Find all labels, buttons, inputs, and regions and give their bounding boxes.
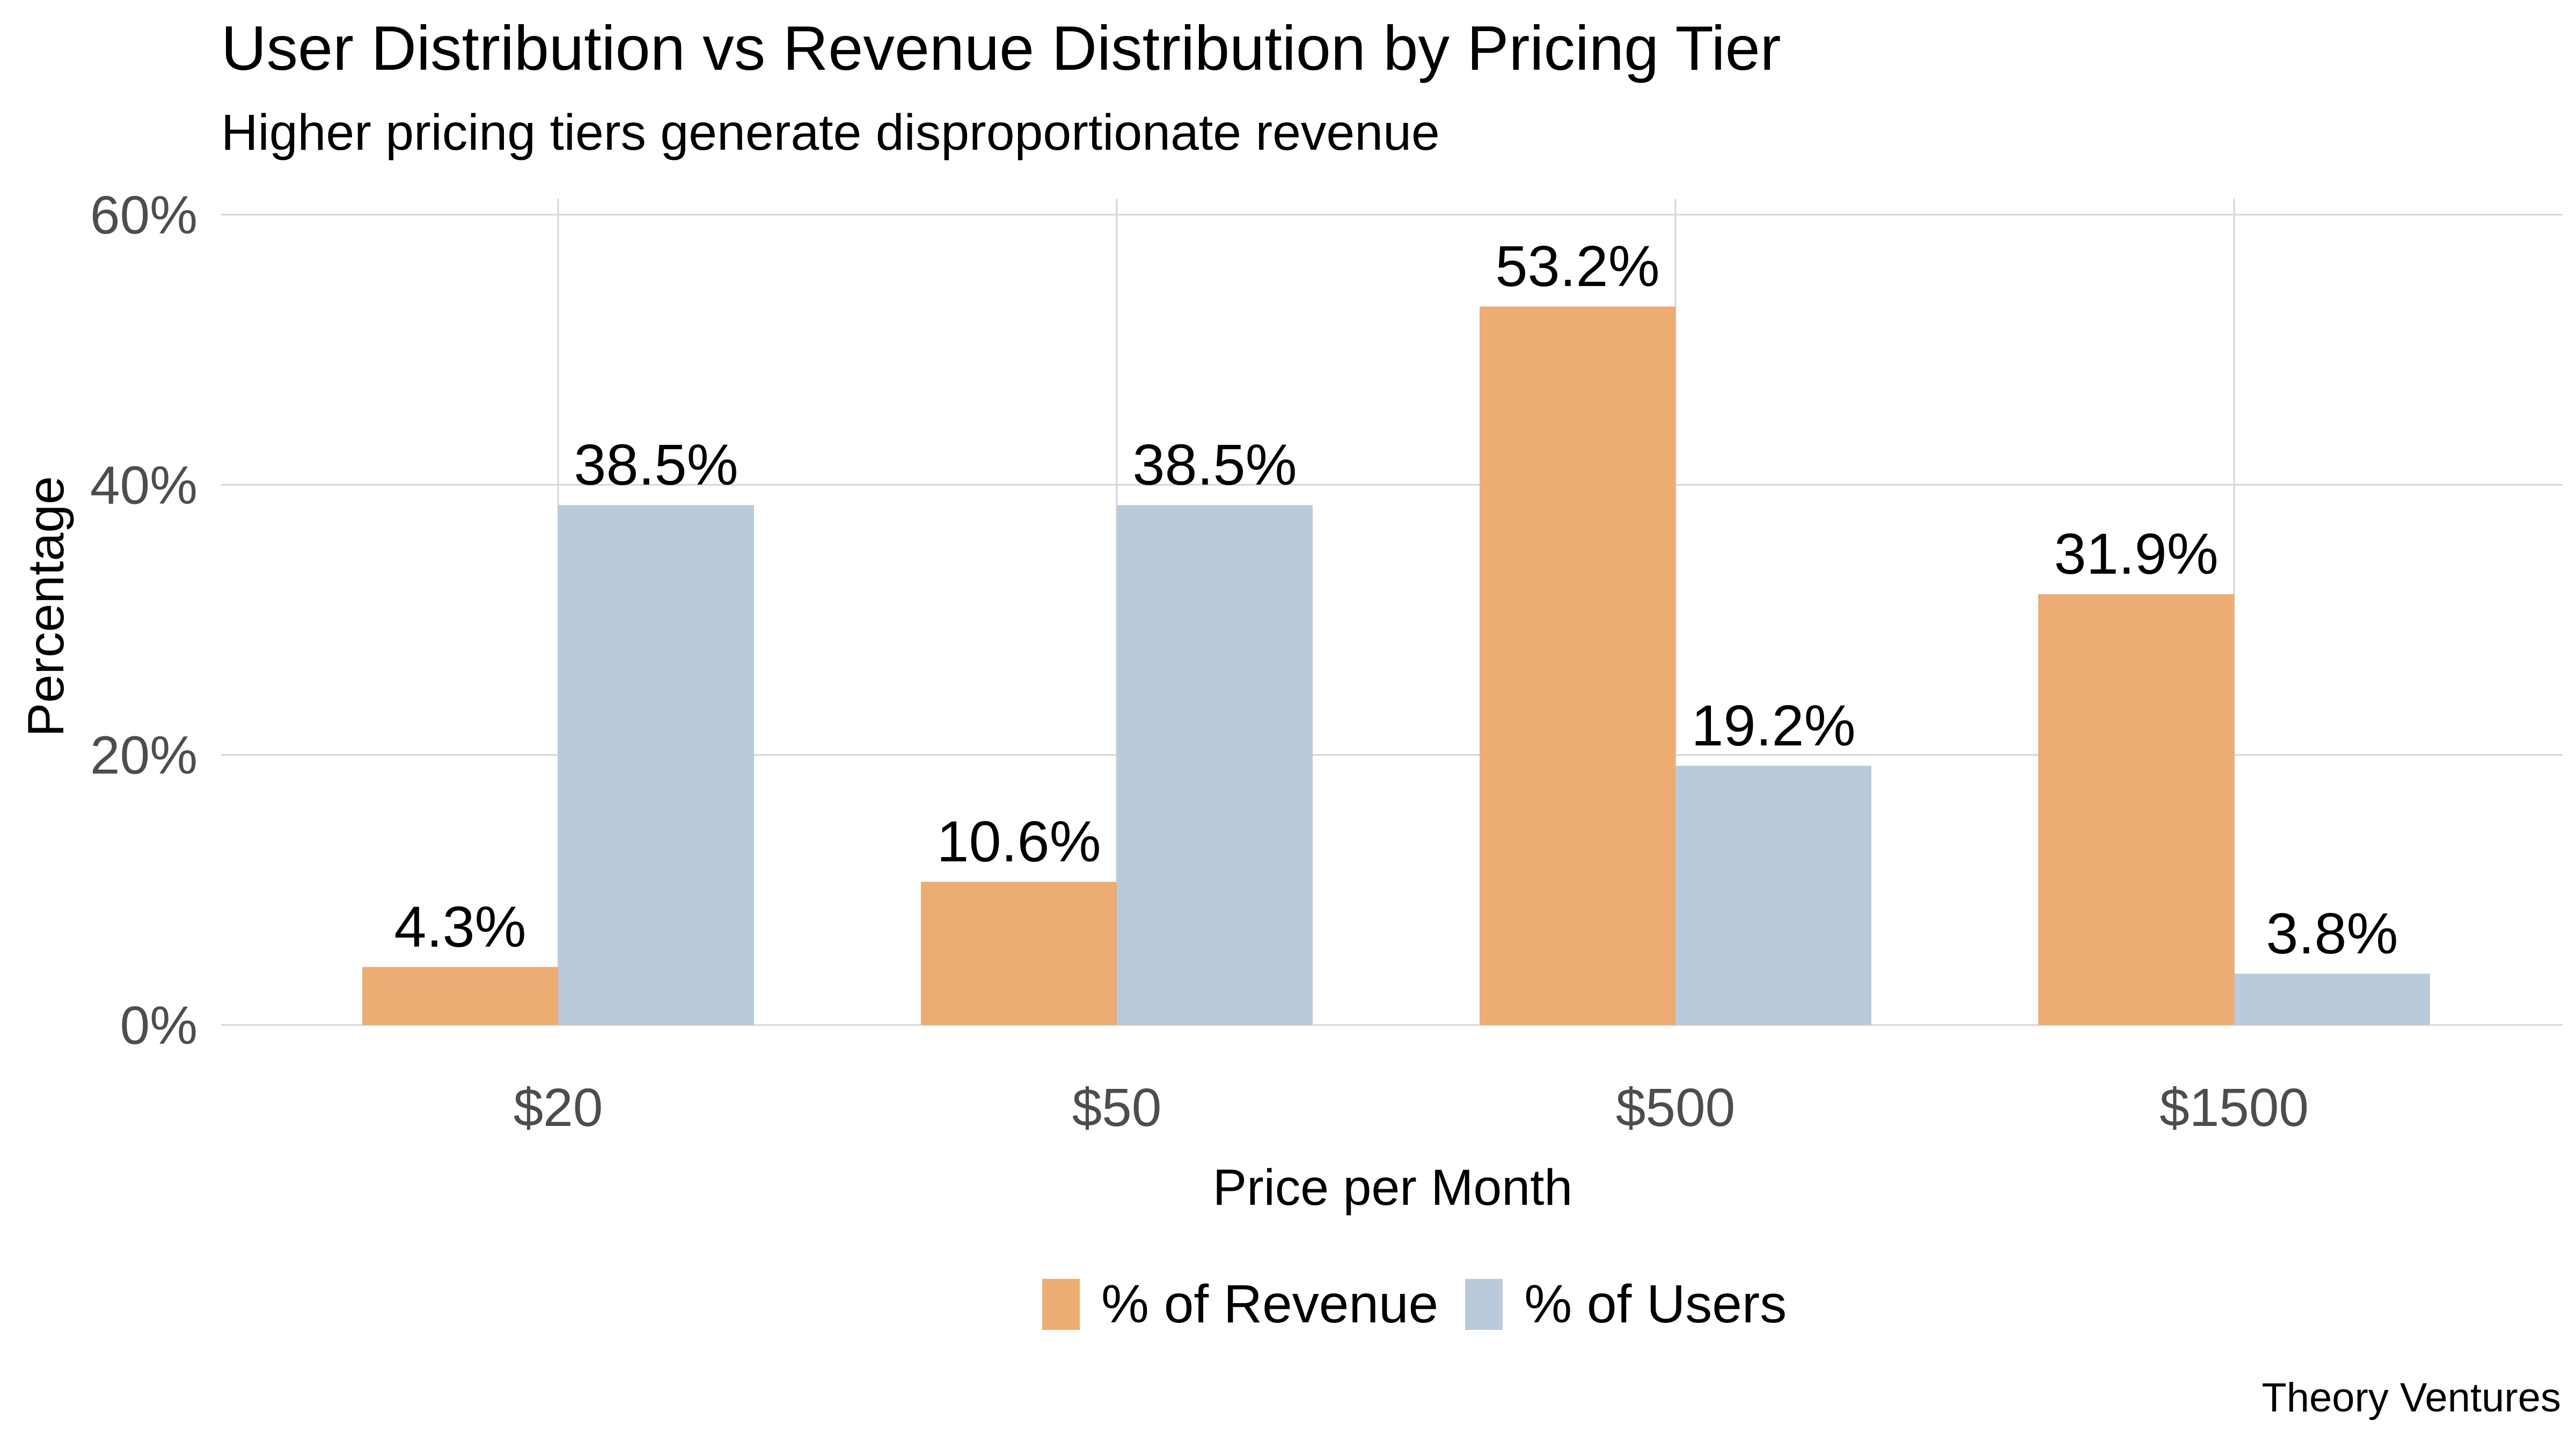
chart-subtitle: Higher pricing tiers generate disproport…	[221, 104, 1440, 161]
legend-swatch-users	[1465, 1278, 1503, 1330]
chart-title: User Distribution vs Revenue Distributio…	[221, 13, 1781, 83]
data-label-revenue: 53.2%	[1495, 233, 1659, 298]
bar-users	[558, 505, 754, 1025]
x-tick-label: $500	[1616, 1078, 1735, 1138]
y-tick-label: 0%	[120, 996, 197, 1056]
data-label-users: 38.5%	[574, 432, 738, 497]
data-label-users: 3.8%	[2266, 901, 2398, 965]
bar-revenue	[1480, 306, 1675, 1026]
x-tick-label: $1500	[2160, 1078, 2309, 1138]
y-axis-title: Percentage	[18, 476, 75, 737]
x-tick-label: $50	[1072, 1078, 1162, 1138]
legend-label-users: % of Users	[1524, 1274, 1787, 1334]
legend-item-revenue: % of Revenue	[1042, 1272, 1438, 1336]
x-tick-label: $20	[514, 1078, 603, 1138]
y-tick-label: 40%	[90, 455, 197, 515]
data-label-users: 38.5%	[1132, 432, 1297, 497]
bar-users	[1117, 505, 1313, 1025]
data-label-revenue: 4.3%	[394, 894, 526, 959]
legend-item-users: % of Users	[1465, 1272, 1787, 1336]
legend-label-revenue: % of Revenue	[1101, 1274, 1439, 1334]
x-axis-title: Price per Month	[1213, 1159, 1573, 1216]
bar-revenue	[921, 882, 1117, 1025]
y-tick-label: 20%	[90, 726, 197, 786]
legend: % of Revenue % of Users	[1042, 1272, 1813, 1336]
bar-users	[2234, 974, 2430, 1025]
legend-swatch-revenue	[1042, 1278, 1080, 1330]
bar-users	[1675, 765, 1871, 1025]
bar-revenue	[2038, 594, 2234, 1025]
y-tick-label: 60%	[90, 185, 197, 245]
bar-revenue	[362, 967, 558, 1025]
data-label-users: 19.2%	[1691, 693, 1855, 758]
source-credit: Theory Ventures	[2262, 1375, 2561, 1421]
data-label-revenue: 31.9%	[2054, 521, 2218, 586]
data-label-revenue: 10.6%	[936, 809, 1101, 874]
